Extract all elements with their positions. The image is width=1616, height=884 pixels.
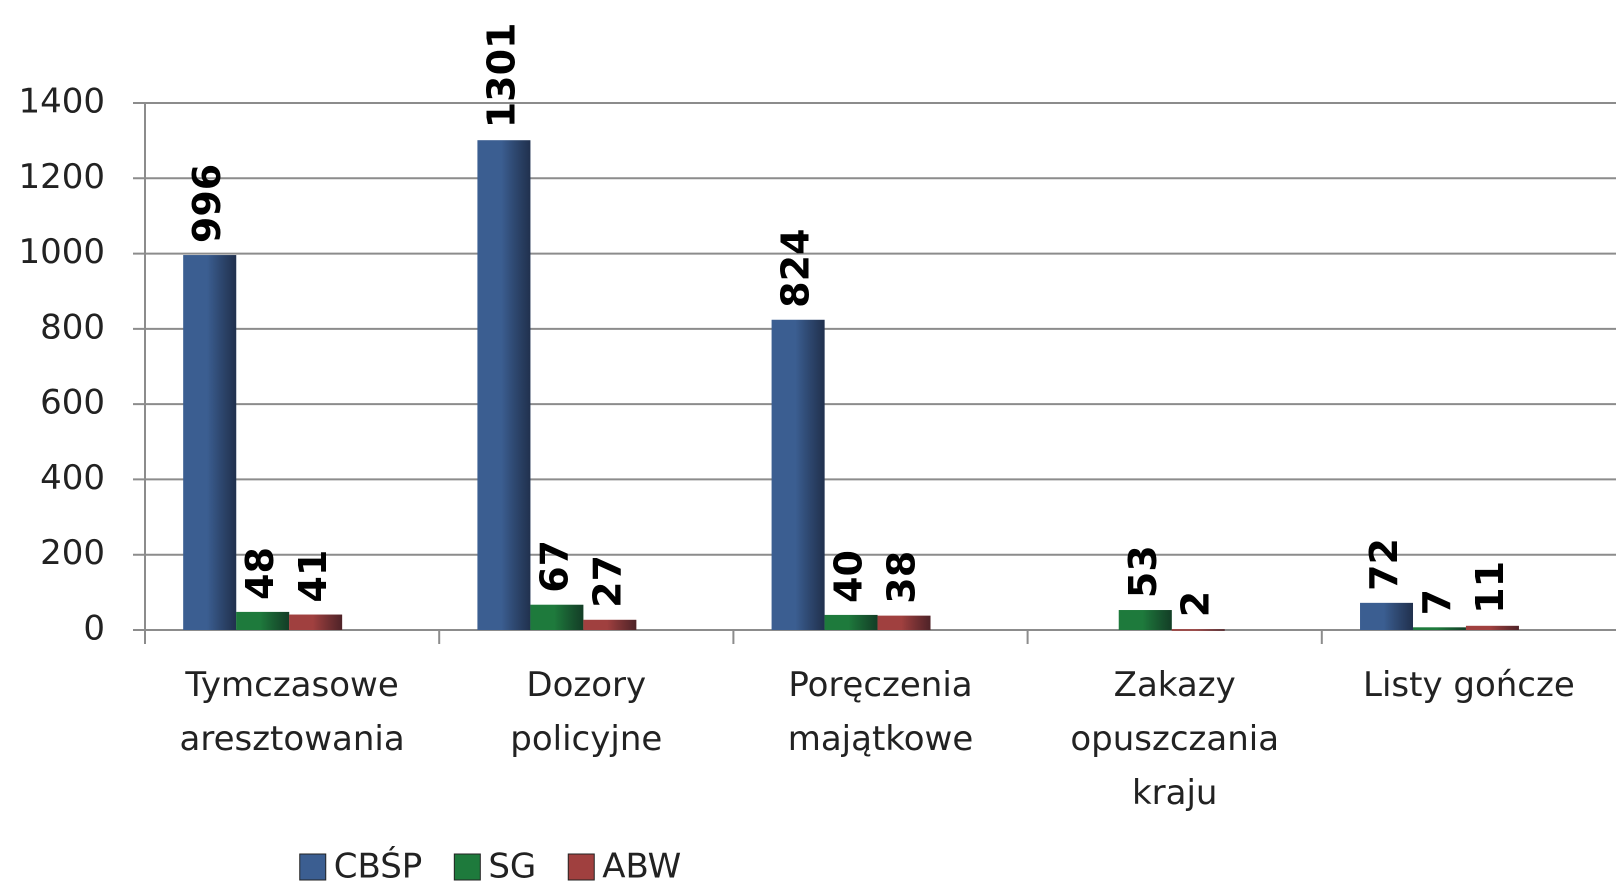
bar-shade	[824, 614, 878, 630]
legend-swatch	[453, 853, 481, 881]
y-tick-label: 600	[40, 383, 105, 423]
data-label: 11	[1468, 561, 1512, 614]
bar-shade	[289, 614, 343, 630]
legend-swatch	[299, 853, 327, 881]
data-label: 38	[880, 551, 924, 604]
x-tick-label: Poręczenia majątkowe	[788, 665, 974, 759]
data-label: 2	[1174, 591, 1218, 617]
data-label: 41	[291, 550, 335, 603]
data-label: 1301	[479, 23, 523, 129]
y-tick-label: 800	[40, 307, 105, 347]
bar-shade	[1171, 629, 1225, 631]
x-tick-label: Tymczasowe aresztowania	[180, 665, 405, 759]
bar-shade	[1413, 627, 1466, 630]
bar-shade	[877, 615, 931, 630]
data-label: 996	[185, 164, 229, 243]
x-tick-label: Zakazy opuszczania kraju	[1070, 665, 1279, 813]
y-tick-label: 1200	[18, 157, 105, 197]
y-tick-label: 200	[40, 533, 105, 573]
x-tick-label: Listy gończe	[1363, 665, 1575, 705]
data-label: 40	[827, 550, 871, 603]
bar-shade	[477, 140, 531, 631]
legend-label: ABW	[602, 847, 681, 884]
bar-shade	[1118, 610, 1172, 630]
data-label: 67	[532, 540, 576, 593]
data-label: 7	[1415, 589, 1459, 615]
data-label: 824	[774, 228, 818, 307]
bar-shade	[236, 611, 290, 630]
y-tick-label: 1400	[18, 82, 105, 122]
bar-shade	[583, 619, 637, 630]
bar-shade	[183, 255, 237, 630]
bar-shade	[1360, 602, 1414, 630]
data-label: 72	[1362, 538, 1406, 591]
x-tick-label: Dozory policyjne	[510, 665, 662, 759]
bar-shade	[530, 604, 584, 630]
bar-shade	[1465, 625, 1519, 630]
bar-shade	[771, 319, 825, 630]
legend-label: CBŚP	[334, 846, 423, 884]
data-label: 48	[238, 547, 282, 600]
legend-label: SG	[488, 847, 536, 884]
y-tick-label: 0	[83, 609, 105, 649]
data-label: 27	[585, 555, 629, 608]
y-tick-label: 400	[40, 458, 105, 498]
y-tick-label: 1000	[18, 232, 105, 272]
data-label: 53	[1121, 545, 1165, 598]
legend-swatch	[567, 853, 595, 881]
